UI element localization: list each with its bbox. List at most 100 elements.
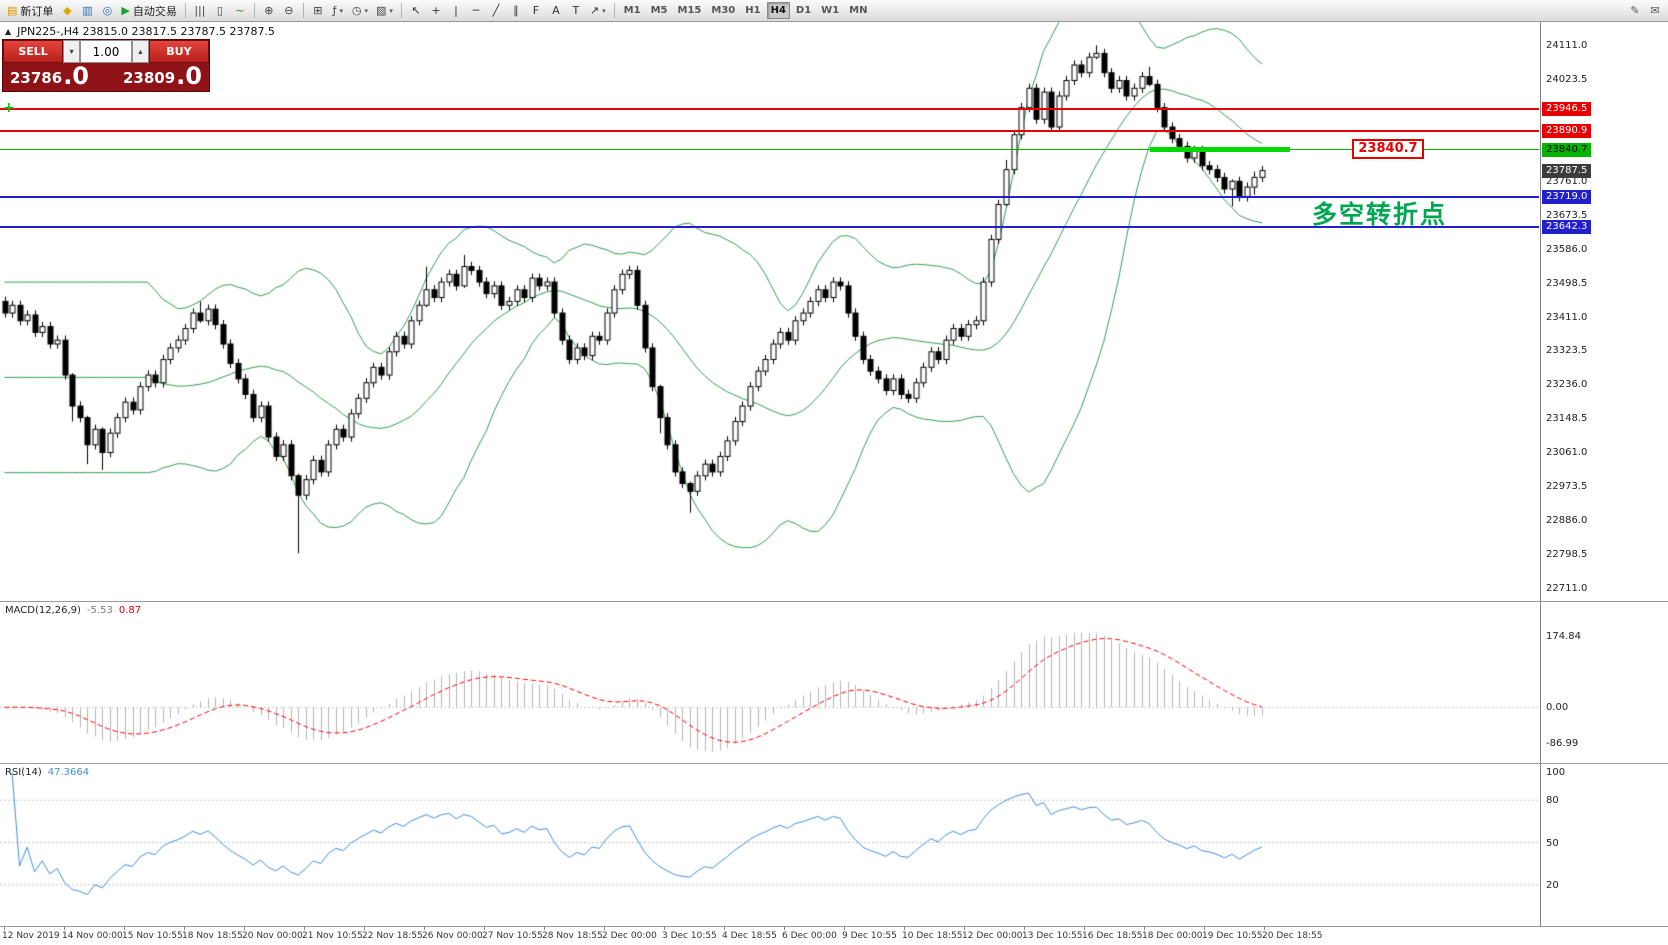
timeframe-d1-button[interactable]: D1 bbox=[795, 5, 812, 16]
price-scale-label: 23761.0 bbox=[1546, 175, 1588, 187]
time-axis-tick bbox=[784, 927, 785, 930]
new-order-icon: ▤ bbox=[7, 4, 18, 17]
resistance-line-2[interactable] bbox=[0, 129, 1539, 132]
rsi-canvas[interactable] bbox=[0, 764, 1539, 927]
time-axis-tick bbox=[904, 927, 905, 930]
price-chart-canvas[interactable] bbox=[0, 22, 1539, 601]
time-axis-tick bbox=[1084, 927, 1085, 930]
macd-panel: MACD(12,26,9) -5.53 0.87 174.84 0.00 -86.9… bbox=[0, 601, 1668, 764]
bar-chart-icon: ||| bbox=[194, 4, 206, 17]
chart-annotation-text[interactable]: 多空转折点 bbox=[1312, 199, 1448, 229]
timeframe-m1-button[interactable]: M1 bbox=[623, 5, 641, 16]
indicators-button[interactable]: ƒ ▾ bbox=[328, 2, 348, 20]
bar-chart-button[interactable]: ||| bbox=[190, 2, 210, 20]
chevron-down-icon: ▾ bbox=[339, 6, 344, 15]
tile-windows-button[interactable]: ⊞ bbox=[308, 2, 328, 20]
macd-canvas[interactable] bbox=[0, 602, 1539, 764]
text-button[interactable]: A bbox=[546, 2, 566, 20]
time-axis-tick bbox=[424, 927, 425, 930]
support-line-2[interactable] bbox=[0, 225, 1539, 228]
time-axis-label: 22 Nov 18:55 bbox=[362, 931, 423, 941]
timeframe-w1-button[interactable]: W1 bbox=[821, 5, 840, 16]
price-scale-label: 22886.0 bbox=[1546, 514, 1588, 526]
timeframe-mn-button[interactable]: MN bbox=[849, 5, 868, 16]
arrows-button[interactable]: ↗ ▾ bbox=[586, 2, 610, 20]
lot-size-input[interactable]: 1.00 bbox=[80, 40, 132, 63]
timeframe-m5-button[interactable]: M5 bbox=[650, 5, 668, 16]
tile-windows-icon: ⊞ bbox=[313, 4, 323, 17]
pencil-icon[interactable]: ✎ bbox=[1625, 2, 1645, 20]
macd-axis[interactable]: 174.84 0.00 -86.99 bbox=[1540, 602, 1668, 763]
price-scale-label: 23061.0 bbox=[1546, 447, 1588, 459]
trendline-button[interactable]: ╱ bbox=[486, 2, 506, 20]
cursor-icon: ↖ bbox=[411, 4, 421, 17]
timeframe-h4-button[interactable]: H4 bbox=[766, 2, 790, 19]
chart-menu-icon[interactable]: ▲ bbox=[5, 27, 12, 36]
mail-icon[interactable]: ✉ bbox=[1645, 2, 1665, 20]
price-scale-label: 24111.0 bbox=[1546, 40, 1588, 52]
current-price-badge: 23787.5 bbox=[1542, 163, 1592, 178]
rsi-label: RSI(14) bbox=[5, 767, 42, 778]
sell-price-frac: .0 bbox=[63, 62, 90, 90]
pivot-price-label[interactable]: 23840.7 bbox=[1352, 138, 1424, 159]
time-axis-tick bbox=[184, 927, 185, 930]
pivot-highlight-segment[interactable] bbox=[1150, 147, 1290, 153]
support-line-1[interactable] bbox=[0, 196, 1539, 199]
market-watch-icon[interactable]: ▥ bbox=[77, 2, 97, 20]
fibonacci-icon: F bbox=[532, 4, 540, 17]
chevron-down-icon: ▾ bbox=[364, 6, 368, 15]
candlestick-chart-button[interactable]: ▯ bbox=[210, 2, 230, 20]
autotrading-button[interactable]: ▶ 自动交易 bbox=[117, 2, 180, 20]
timeframe-m15-button[interactable]: M15 bbox=[677, 5, 702, 16]
timeframe-h1-button[interactable]: H1 bbox=[745, 5, 761, 16]
new-order-button[interactable]: ▤ 新订单 bbox=[3, 2, 57, 20]
chevron-down-icon: ▾ bbox=[389, 6, 393, 15]
time-axis-tick bbox=[364, 927, 365, 930]
pivot-line[interactable] bbox=[0, 149, 1539, 151]
templates-button[interactable]: ▧ ▾ bbox=[372, 2, 397, 20]
lot-increase-button[interactable]: ▴ bbox=[131, 40, 149, 63]
lot-decrease-button[interactable]: ▾ bbox=[63, 40, 81, 63]
time-axis-label: 4 Dec 18:55 bbox=[722, 931, 777, 941]
buy-button[interactable]: BUY bbox=[148, 40, 209, 63]
line-chart-button[interactable]: ~ bbox=[230, 2, 250, 20]
horizontal-line-button[interactable]: ─ bbox=[466, 2, 486, 20]
rsi-axis[interactable]: 100 80 50 20 bbox=[1540, 764, 1668, 926]
zoom-in-button[interactable]: ⊕ bbox=[259, 2, 279, 20]
channel-button[interactable]: ∥ bbox=[506, 2, 526, 20]
new-order-button-label: 新订单 bbox=[20, 4, 54, 18]
toolbar-right-icons: ✎ ✉ bbox=[1625, 2, 1665, 20]
time-axis-label: 28 Nov 18:55 bbox=[542, 931, 603, 941]
cursor-button[interactable]: ↖ bbox=[406, 2, 426, 20]
price-axis[interactable]: 24111.024023.523936.023848.523761.023673… bbox=[1540, 22, 1668, 601]
time-axis-tick bbox=[964, 927, 965, 930]
time-axis[interactable]: 12 Nov 2019 14 Nov 00:00 15 Nov 10:55 18 No… bbox=[0, 926, 1668, 945]
rsi-indicator-label: RSI(14) 47.3664 bbox=[5, 767, 89, 778]
channel-icon: ∥ bbox=[513, 4, 519, 17]
label-button[interactable]: T bbox=[566, 2, 586, 20]
fibonacci-button[interactable]: F bbox=[526, 2, 546, 20]
time-axis-label: 13 Dec 10:55 bbox=[1022, 931, 1083, 941]
rsi-scale-label: 100 bbox=[1546, 767, 1566, 778]
price-line-badge: 23642.3 bbox=[1542, 219, 1592, 234]
candlestick-chart-icon: ▯ bbox=[216, 4, 223, 17]
time-axis-label: 20 Nov 00:00 bbox=[242, 931, 303, 941]
zoom-out-button[interactable]: ⊖ bbox=[279, 2, 299, 20]
timeframe-m30-button[interactable]: M30 bbox=[711, 5, 736, 16]
buy-price-frac: .0 bbox=[176, 62, 202, 90]
time-axis-label: 26 Nov 00:00 bbox=[422, 931, 483, 941]
main-chart-panel: 23840.7 多空转折点 + ▲ JPN225-,H4 23815.0 238… bbox=[0, 22, 1668, 601]
resistance-line-1[interactable] bbox=[0, 107, 1539, 110]
buy-price: 23809.0 bbox=[123, 62, 202, 90]
periods-button[interactable]: ◷ ▾ bbox=[348, 2, 372, 20]
price-scale-label: 23148.5 bbox=[1546, 413, 1588, 425]
line-anchor-icon[interactable]: + bbox=[3, 99, 15, 116]
crosshair-button[interactable]: + bbox=[426, 2, 446, 20]
sell-button[interactable]: SELL bbox=[3, 40, 64, 63]
metaeditor-icon[interactable]: ◆ bbox=[57, 2, 77, 20]
toolbar-separator bbox=[613, 3, 615, 18]
navigator-icon[interactable]: ◎ bbox=[97, 2, 117, 20]
price-scale-label: 23673.5 bbox=[1546, 209, 1588, 221]
vertical-line-button[interactable]: | bbox=[446, 2, 466, 20]
macd-scale-label: 174.84 bbox=[1546, 631, 1581, 643]
